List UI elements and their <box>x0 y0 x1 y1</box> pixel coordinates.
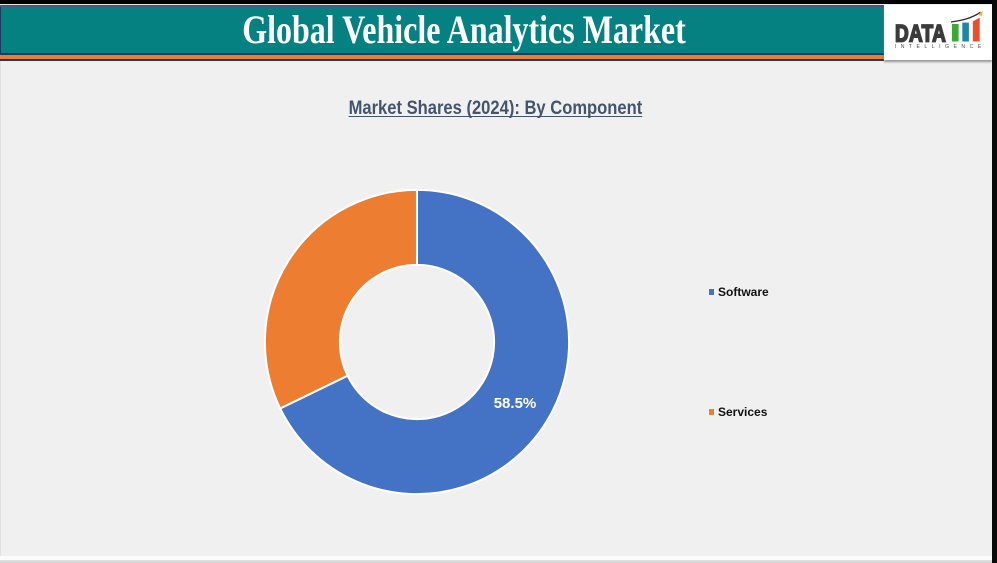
svg-text:DATA: DATA <box>895 19 946 47</box>
svg-text:INTELLIGENCE: INTELLIGENCE <box>894 43 985 49</box>
